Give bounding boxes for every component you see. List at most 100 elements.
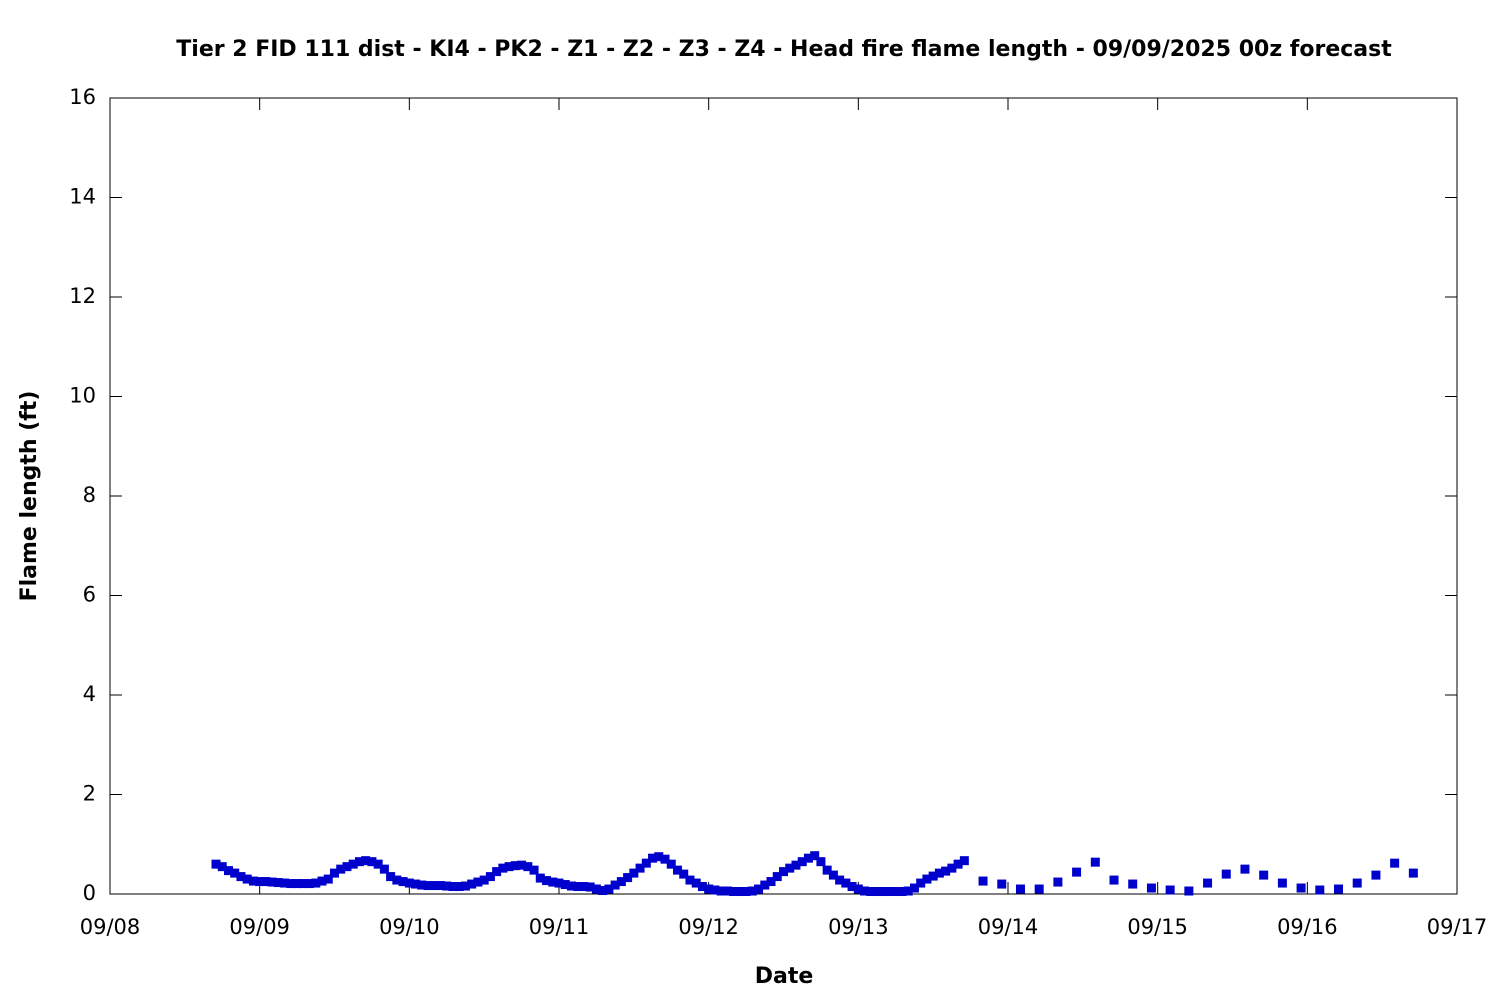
point <box>548 877 558 887</box>
point <box>354 857 364 867</box>
point <box>323 874 333 884</box>
point <box>1352 878 1362 888</box>
point <box>566 881 576 891</box>
point <box>754 884 764 894</box>
point <box>691 878 701 888</box>
point <box>716 886 726 896</box>
point <box>267 877 277 887</box>
x-tick-label: 09/09 <box>229 915 290 939</box>
chart-title: Tier 2 FID 111 dist - KI4 - PK2 - Z1 - Z… <box>176 37 1392 62</box>
point <box>317 876 327 886</box>
y-tick-label: 4 <box>83 682 96 706</box>
point <box>498 863 508 873</box>
point <box>722 886 732 896</box>
point <box>685 875 695 885</box>
x-tick-label: 09/14 <box>978 915 1039 939</box>
point <box>779 867 788 877</box>
point <box>941 866 951 876</box>
point <box>1296 883 1306 893</box>
point <box>504 862 514 872</box>
point <box>1221 869 1231 879</box>
point <box>704 884 714 894</box>
point <box>916 878 926 888</box>
point <box>454 882 464 892</box>
point <box>579 882 589 892</box>
point <box>604 884 614 894</box>
point <box>1240 864 1250 874</box>
point <box>1371 870 1381 880</box>
point <box>860 886 870 896</box>
point <box>217 862 227 872</box>
point <box>429 881 439 891</box>
point <box>741 887 751 897</box>
point <box>885 887 895 897</box>
point <box>242 874 252 884</box>
point <box>847 882 857 892</box>
point <box>1146 883 1156 893</box>
point <box>404 878 414 888</box>
point <box>928 871 938 881</box>
point <box>417 880 427 890</box>
point <box>230 868 240 878</box>
point <box>772 872 782 882</box>
point <box>897 887 907 897</box>
point <box>442 881 452 891</box>
point <box>280 878 290 888</box>
point <box>573 882 583 892</box>
point <box>766 877 776 887</box>
x-axis-label: Date <box>755 964 814 989</box>
point <box>891 887 901 897</box>
point <box>1408 868 1418 878</box>
point <box>479 875 489 885</box>
y-axis-label: Flame length (ft) <box>17 391 42 602</box>
point <box>1184 886 1194 896</box>
point <box>411 879 421 889</box>
point <box>361 856 371 866</box>
point <box>853 884 863 894</box>
point <box>223 866 233 876</box>
y-tick-label: 6 <box>83 583 96 607</box>
point <box>473 877 483 887</box>
point <box>423 881 433 891</box>
point <box>273 878 283 888</box>
x-tick-label: 09/12 <box>678 915 739 939</box>
point <box>610 880 620 890</box>
point <box>822 865 832 875</box>
x-tick-label: 09/08 <box>80 915 141 939</box>
point <box>1203 878 1213 888</box>
point <box>236 872 246 882</box>
point <box>517 860 527 870</box>
point <box>878 887 888 897</box>
point <box>785 863 795 873</box>
point <box>591 884 601 894</box>
point <box>629 868 639 878</box>
point <box>1128 879 1138 889</box>
point <box>554 878 564 888</box>
point <box>735 887 745 897</box>
point <box>292 879 302 889</box>
point <box>648 853 658 863</box>
point <box>373 859 383 869</box>
point <box>386 872 396 882</box>
x-tick-label: 09/17 <box>1427 915 1488 939</box>
x-tick-label: 09/16 <box>1277 915 1338 939</box>
point <box>666 859 676 869</box>
point <box>1015 884 1025 894</box>
point <box>1165 885 1175 895</box>
point <box>959 856 969 866</box>
point <box>641 858 651 868</box>
point <box>922 874 932 884</box>
point <box>1072 867 1082 877</box>
y-tick-label: 8 <box>83 483 96 507</box>
point <box>392 875 402 885</box>
point <box>542 876 552 886</box>
point <box>841 878 851 888</box>
y-tick-label: 14 <box>69 185 96 209</box>
point <box>1390 858 1400 868</box>
point <box>248 876 258 886</box>
point <box>336 864 346 874</box>
point <box>348 859 358 869</box>
point <box>585 882 595 892</box>
